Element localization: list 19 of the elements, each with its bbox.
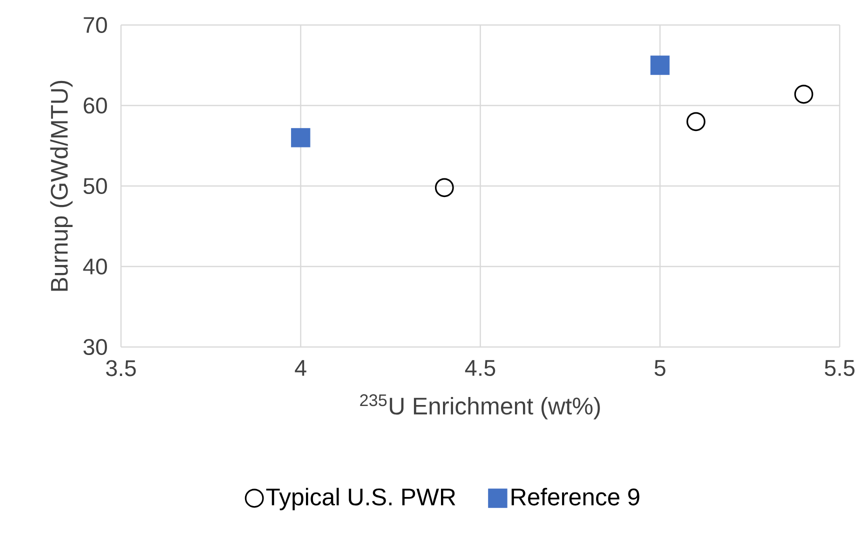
legend-label: Typical U.S. PWR xyxy=(266,488,456,510)
y-tick-label: 50 xyxy=(84,178,107,194)
legend-label: Reference 9 xyxy=(512,488,640,506)
point xyxy=(794,84,814,104)
point xyxy=(434,178,454,198)
x-tick-label: 4 xyxy=(294,360,306,376)
x-axis-title: $^{235}$U Enrichment (wt%) xyxy=(360,394,600,420)
x-tick-label: 3.5 xyxy=(106,360,136,376)
y-tick-label: 30 xyxy=(83,338,107,356)
x-tick-label: 5.5 xyxy=(824,360,854,376)
point xyxy=(291,128,310,148)
point xyxy=(686,112,706,132)
y-tick-label: 40 xyxy=(83,258,107,275)
x-tick-label: 4.5 xyxy=(465,360,496,376)
y-tick-label: 60 xyxy=(84,97,107,114)
point xyxy=(650,56,670,75)
y-axis-title: Burnup (GWd/MTU) xyxy=(50,80,73,291)
y-tick-label: 70 xyxy=(84,16,107,34)
x-tick-label: 5 xyxy=(654,360,666,376)
